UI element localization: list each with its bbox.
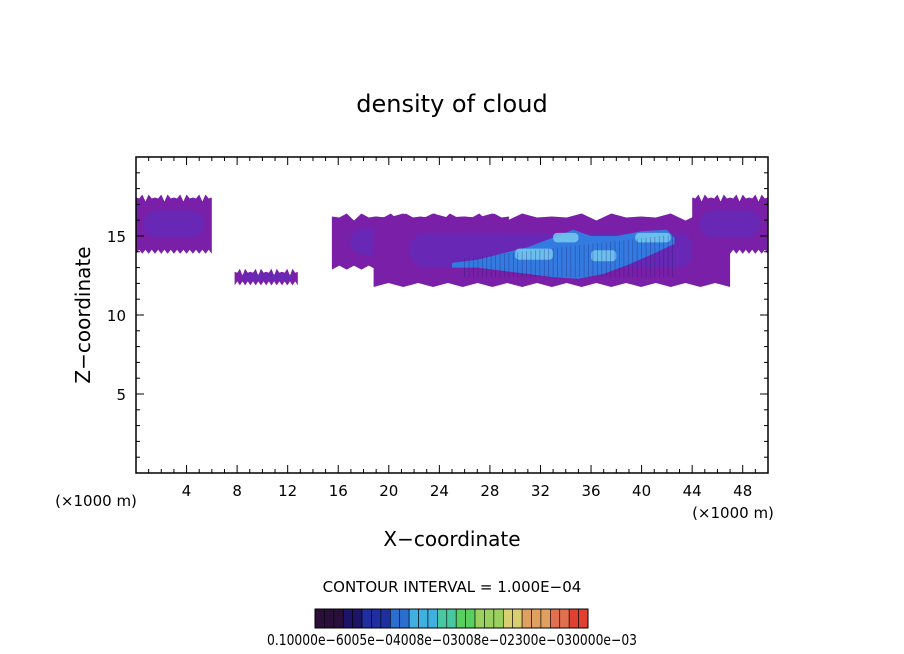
colorbar-swatch: [418, 608, 429, 629]
x-tick-label: 24: [430, 482, 449, 500]
colorbar-swatch: [465, 608, 476, 629]
contour-interval-label: CONTOUR INTERVAL = 1.000E−04: [323, 578, 582, 596]
main-cloud-peak: [635, 232, 671, 243]
colorbar-swatch: [578, 608, 589, 629]
cloud-field: [136, 194, 768, 287]
colorbar-swatch: [521, 608, 532, 629]
colorbar-swatch: [474, 608, 485, 629]
x-axis-label: X−coordinate: [383, 527, 520, 551]
main-cloud-core-fill: [452, 229, 675, 279]
colorbar-swatch: [559, 608, 570, 629]
y-tick-label: 15: [107, 228, 126, 246]
x-tick-label: 48: [733, 482, 752, 500]
colorbar-swatch: [324, 608, 335, 629]
main-cloud-peak: [591, 250, 617, 262]
x-tick-label: 16: [329, 482, 348, 500]
colorbar-swatch: [512, 608, 523, 629]
colorbar-swatch: [427, 608, 438, 629]
cloud-region-core: [699, 210, 761, 238]
main-cloud-peak: [515, 248, 554, 260]
colorbar-swatch: [540, 608, 551, 629]
colorbar-swatch: [493, 608, 504, 629]
colorbar-swatch: [446, 608, 457, 629]
x-tick-label: 28: [480, 482, 499, 500]
colorbar-swatch: [399, 608, 410, 629]
x-tick-label: 44: [683, 482, 702, 500]
colorbar-swatch: [550, 608, 561, 629]
y-tick-label: 10: [107, 307, 126, 325]
x-tick-label: 32: [531, 482, 550, 500]
y-axis-label: Z−coordinate: [71, 246, 95, 383]
colorbar-swatch: [531, 608, 542, 629]
x-tick-label: 12: [278, 482, 297, 500]
colorbar: [314, 608, 589, 629]
main-cloud-peak: [553, 232, 579, 243]
x-tick-label: 36: [581, 482, 600, 500]
x-axis-unit-right: (×1000 m): [692, 504, 774, 522]
cloud-region-core: [240, 273, 292, 281]
colorbar-swatch: [333, 608, 344, 629]
plot-frame: [135, 156, 769, 474]
chart-title: density of cloud: [356, 90, 547, 118]
x-axis-unit-left: (×1000 m): [55, 492, 137, 510]
colorbar-swatch: [437, 608, 448, 629]
colorbar-swatch: [455, 608, 466, 629]
x-tick-label: 40: [632, 482, 651, 500]
cloud-region-core: [143, 210, 205, 238]
x-tick-label: 8: [232, 482, 242, 500]
colorbar-swatch: [568, 608, 579, 629]
colorbar-swatch: [314, 608, 325, 629]
main-cloud-core: [452, 229, 675, 279]
colorbar-swatch: [502, 608, 513, 629]
colorbar-swatch: [390, 608, 401, 629]
colorbar-swatch: [352, 608, 363, 629]
colorbar-swatch: [380, 608, 391, 629]
small-cloud-8-13: [234, 268, 298, 286]
colorbar-swatch: [361, 608, 372, 629]
colorbar-frame: [314, 608, 589, 629]
y-tick-label: 5: [116, 386, 126, 404]
left-edge-cloud: [136, 194, 212, 254]
right-edge-cloud: [692, 194, 768, 254]
colorbar-swatch: [371, 608, 382, 629]
colorbar-labels: 0.10000e−6005e−04008e−03008e−02300e−0300…: [267, 631, 637, 649]
x-tick-label: 4: [182, 482, 192, 500]
colorbar-swatch: [342, 608, 353, 629]
colorbar-swatch: [408, 608, 419, 629]
x-tick-label: 20: [379, 482, 398, 500]
colorbar-swatch: [484, 608, 495, 629]
